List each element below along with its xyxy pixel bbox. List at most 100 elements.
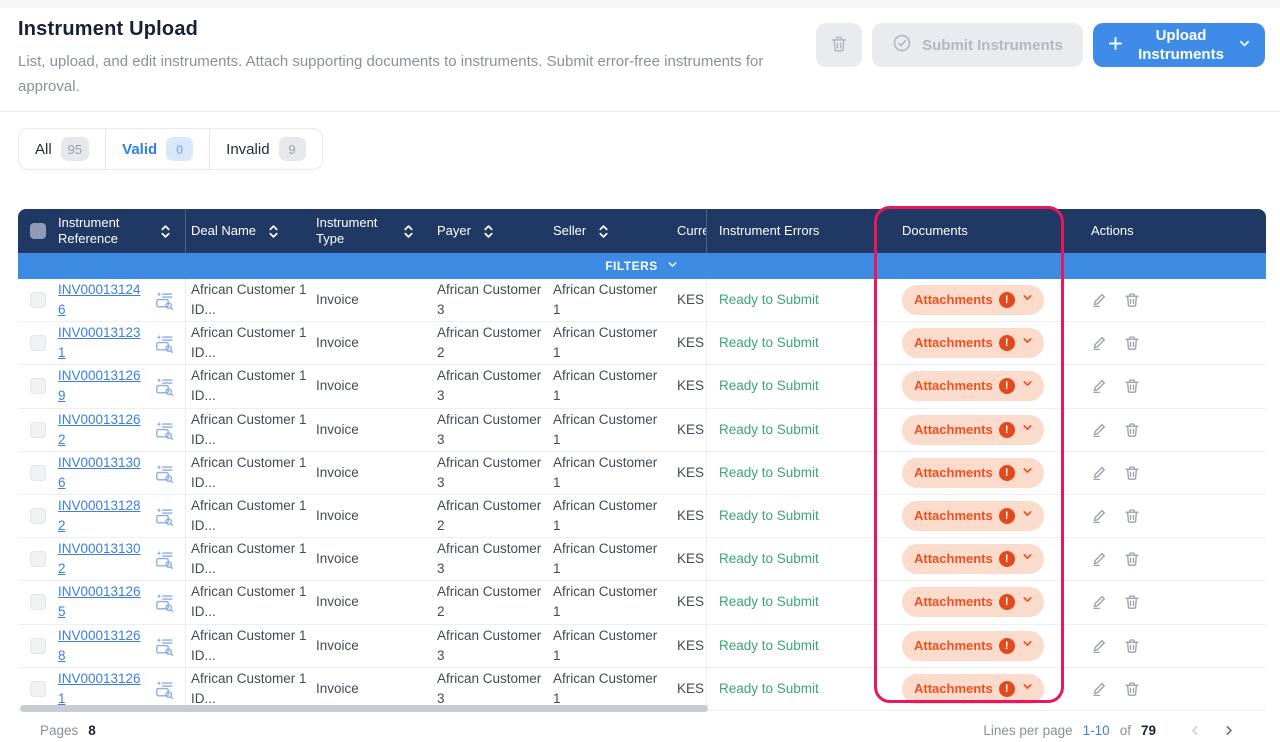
attachments-dropdown[interactable]: Attachments ! [902, 501, 1044, 532]
row-checkbox[interactable] [30, 680, 46, 697]
pagination-footer: Pages 8 Lines per page 1-10 of 79 [0, 711, 1280, 738]
attachments-label: Attachments [914, 335, 993, 351]
column-payer[interactable]: Payer [428, 209, 543, 253]
instrument-preview-icon[interactable] [155, 636, 175, 656]
delete-icon[interactable] [1123, 550, 1141, 568]
column-seller[interactable]: Seller [543, 209, 660, 253]
edit-icon[interactable] [1091, 593, 1109, 611]
previous-page-button[interactable] [1188, 723, 1203, 738]
row-checkbox[interactable] [30, 508, 46, 525]
instrument-preview-icon[interactable] [155, 333, 175, 354]
row-select-cell [18, 668, 58, 710]
delete-icon[interactable] [1123, 291, 1141, 309]
attachments-dropdown[interactable]: Attachments ! [902, 371, 1044, 402]
deal-name: African Customer 1 ID... [191, 325, 307, 361]
instrument-reference-link[interactable]: INV000131261 [58, 670, 141, 706]
instrument-reference-link[interactable]: INV000131302 [58, 541, 141, 577]
instrument-preview-icon[interactable] [155, 549, 175, 570]
attachments-dropdown[interactable]: Attachments ! [902, 630, 1044, 661]
column-deal-name[interactable]: Deal Name [186, 209, 308, 253]
attachments-dropdown[interactable]: Attachments ! [902, 328, 1044, 359]
instrument-reference-link[interactable]: INV000131306 [58, 454, 141, 490]
delete-icon[interactable] [1123, 680, 1141, 698]
instrument-errors-cell: Ready to Submit [706, 322, 880, 365]
instrument-preview-icon[interactable] [155, 463, 175, 483]
instrument-preview-icon[interactable] [155, 420, 175, 440]
delete-icon[interactable] [1123, 334, 1141, 352]
edit-icon[interactable] [1091, 507, 1109, 525]
attachments-dropdown[interactable]: Attachments ! [902, 285, 1044, 316]
select-all-checkbox[interactable] [30, 223, 46, 239]
attachments-dropdown[interactable]: Attachments ! [902, 414, 1044, 445]
next-page-button[interactable] [1221, 723, 1236, 738]
seller: African Customer 1 [553, 670, 658, 706]
filters-toggle[interactable]: FILTERS [18, 253, 1266, 279]
filters-label: FILTERS [605, 259, 658, 273]
delete-icon[interactable] [1123, 377, 1141, 395]
sort-icon[interactable] [160, 224, 171, 239]
instrument-errors-cell: Ready to Submit [706, 581, 880, 624]
instrument-type-cell: Invoice [308, 581, 428, 623]
instrument-reference-link[interactable]: INV000131246 [58, 282, 141, 318]
column-instrument-type[interactable]: Instrument Type [308, 209, 428, 253]
attachments-dropdown[interactable]: Attachments ! [902, 673, 1044, 704]
instrument-preview-icon[interactable] [155, 506, 175, 527]
sort-icon[interactable] [268, 224, 279, 239]
edit-icon[interactable] [1091, 550, 1109, 568]
tab-valid[interactable]: Valid 0 [105, 129, 209, 169]
row-checkbox[interactable] [30, 335, 46, 352]
horizontal-scrollbar[interactable] [20, 705, 708, 712]
edit-icon[interactable] [1091, 680, 1109, 698]
lines-per-page-controls: Lines per page 1-10 of 79 [983, 723, 1236, 738]
row-checkbox[interactable] [30, 292, 46, 309]
tab-invalid[interactable]: Invalid 9 [209, 129, 321, 169]
lines-range-select[interactable]: 1-10 [1082, 722, 1110, 738]
table-row: INV000131231 African Customer 1 ID... In… [18, 322, 1266, 366]
column-instrument-reference[interactable]: Instrument Reference [58, 209, 186, 253]
payer: African Customer 3 [437, 670, 542, 706]
row-checkbox[interactable] [30, 421, 46, 438]
instrument-preview-icon[interactable] [155, 290, 175, 311]
upload-instruments-button[interactable]: Upload Instruments [1093, 23, 1265, 67]
instrument-reference-link[interactable]: INV000131282 [58, 498, 141, 534]
instrument-errors-cell: Ready to Submit [706, 538, 880, 581]
delete-icon[interactable] [1123, 637, 1141, 655]
attachments-dropdown[interactable]: Attachments ! [902, 587, 1044, 618]
instrument-preview-icon[interactable] [155, 592, 175, 613]
row-select-cell [18, 452, 58, 494]
instrument-preview-icon[interactable] [155, 679, 175, 699]
instrument-type: Invoice [316, 292, 359, 308]
instrument-preview-icon[interactable] [155, 376, 175, 397]
attachments-dropdown[interactable]: Attachments ! [902, 457, 1044, 488]
row-checkbox[interactable] [30, 464, 46, 481]
edit-icon[interactable] [1091, 291, 1109, 309]
tab-all[interactable]: All 95 [19, 129, 105, 169]
row-checkbox[interactable] [30, 551, 46, 568]
row-checkbox[interactable] [30, 378, 46, 395]
instrument-reference-link[interactable]: INV000131231 [58, 325, 141, 361]
attachments-dropdown[interactable]: Attachments ! [902, 544, 1044, 575]
edit-icon[interactable] [1091, 334, 1109, 352]
delete-icon[interactable] [1123, 507, 1141, 525]
edit-icon[interactable] [1091, 377, 1109, 395]
submit-instruments-button[interactable]: Submit Instruments [872, 23, 1083, 67]
sort-icon[interactable] [403, 224, 414, 239]
edit-icon[interactable] [1091, 637, 1109, 655]
instrument-reference-link[interactable]: INV000131268 [58, 627, 141, 663]
sort-icon[interactable] [483, 224, 494, 239]
delete-icon[interactable] [1123, 421, 1141, 439]
row-checkbox[interactable] [30, 594, 46, 611]
warning-icon: ! [998, 594, 1015, 611]
delete-selected-button[interactable] [816, 23, 863, 67]
column-currency[interactable]: Currency [660, 209, 706, 253]
plus-icon [1106, 34, 1125, 57]
edit-icon[interactable] [1091, 464, 1109, 482]
row-checkbox[interactable] [30, 637, 46, 654]
sort-icon[interactable] [598, 224, 609, 239]
instrument-reference-link[interactable]: INV000131269 [58, 368, 141, 404]
delete-icon[interactable] [1123, 593, 1141, 611]
instrument-reference-link[interactable]: INV000131262 [58, 411, 141, 447]
delete-icon[interactable] [1123, 464, 1141, 482]
instrument-reference-link[interactable]: INV000131265 [58, 584, 141, 620]
edit-icon[interactable] [1091, 421, 1109, 439]
